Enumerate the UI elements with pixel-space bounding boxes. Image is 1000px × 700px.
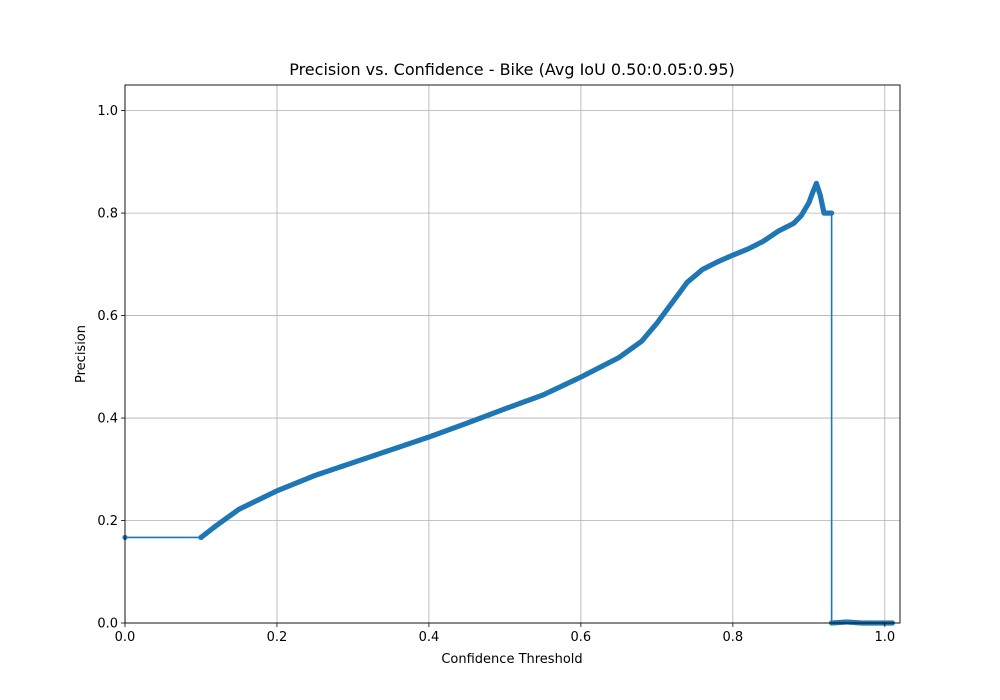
x-tick-label: 0.8 [722,630,743,645]
plot-area [122,180,896,626]
axes [124,84,901,624]
x-tick-label: 1.0 [874,630,895,645]
chart-title: Precision vs. Confidence - Bike (Avg IoU… [289,60,735,79]
y-tick-label: 0.8 [97,207,118,222]
ticks: 0.0 0.2 0.4 0.6 0.8 1.0 0.0 0.2 0.4 0.6 0.8 1.0 [97,104,895,645]
y-tick-label: 0.6 [97,309,118,324]
y-tick-label: 1.0 [97,104,118,119]
y-tick-label: 0.4 [97,412,118,427]
x-tick-label: 0.4 [419,630,440,645]
x-tick-label: 0.2 [267,630,288,645]
series-markers [122,180,896,626]
y-tick-label: 0.0 [97,617,118,632]
grid [124,85,900,624]
data-point [829,210,835,216]
x-axis-label: Confidence Threshold [441,652,582,667]
x-tick-label: 0.6 [571,630,592,645]
axes-frame [124,84,901,624]
x-tick-label: 0.0 [115,630,136,645]
y-tick-label: 0.2 [97,514,118,529]
y-axis-label: Precision [74,325,89,383]
series-line [125,182,893,624]
